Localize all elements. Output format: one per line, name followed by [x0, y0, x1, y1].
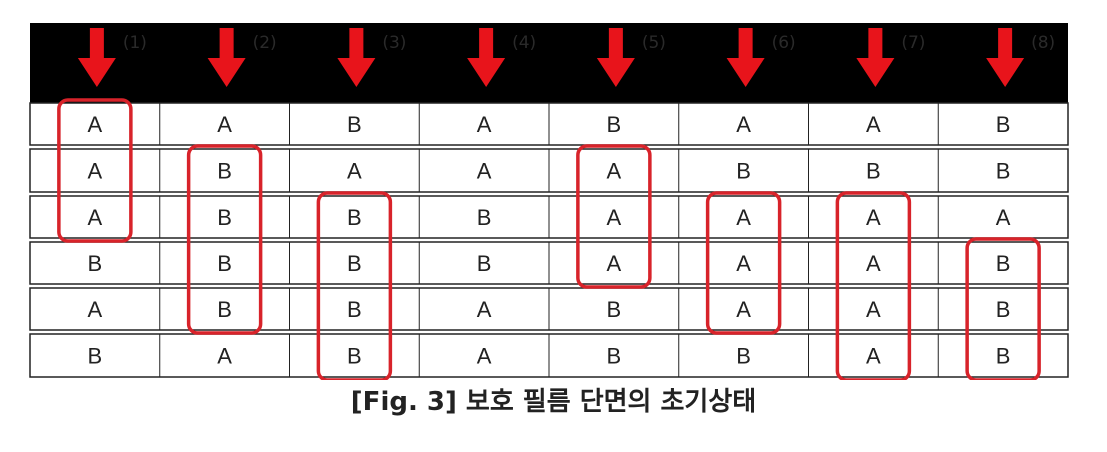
layer-cell-label: A — [607, 159, 622, 184]
down-arrow-icon — [207, 28, 246, 87]
layer-cell-label: B — [347, 205, 362, 230]
layer-cell-label: A — [866, 251, 881, 276]
layer-cell-label: A — [477, 297, 492, 322]
layer-cell-label: B — [88, 251, 103, 276]
layer-cell-label: A — [347, 159, 362, 184]
highlight-box — [186, 144, 263, 335]
column-number: (4) — [512, 33, 536, 53]
layer-cell-label: A — [88, 297, 103, 322]
layer-cell-label: A — [217, 344, 232, 369]
column-number: (3) — [382, 33, 406, 53]
film-cross-section-diagram: (1) (2) (3) (4) (5) (6) (7) (8) AAABABABBBBABAB… — [29, 23, 1069, 380]
down-arrow-icon — [986, 28, 1025, 87]
down-arrow-icon — [77, 28, 116, 87]
column-number: (2) — [253, 33, 277, 53]
column-number: (1) — [123, 33, 147, 53]
layer-cell-label: B — [347, 251, 362, 276]
layer-cell-label: A — [736, 205, 751, 230]
layer-cell-label: B — [217, 297, 232, 322]
header-band — [30, 23, 1068, 103]
layer-cell-label: B — [217, 159, 232, 184]
layer-cell-label: A — [736, 112, 751, 137]
layer-cell-label: A — [736, 297, 751, 322]
layer-cell-label: B — [996, 112, 1011, 137]
down-arrow-icon — [467, 28, 506, 87]
layer-cell-label: A — [866, 297, 881, 322]
layer-cell-label: A — [88, 112, 103, 137]
layer-cell-label: B — [866, 159, 881, 184]
layer-cell-label: A — [866, 344, 881, 369]
layer-cell-label: B — [996, 297, 1011, 322]
layer-cell-label: A — [996, 205, 1011, 230]
layer-cell-label: A — [217, 112, 232, 137]
layer-cell-label: B — [217, 205, 232, 230]
layer-cell-label: B — [88, 344, 103, 369]
layer-cell-label: A — [866, 112, 881, 137]
layer-cell-label: B — [996, 344, 1011, 369]
arrow-row — [77, 28, 1025, 87]
highlight-box — [57, 98, 133, 243]
layer-cell-label: A — [88, 205, 103, 230]
column-number: (7) — [901, 33, 925, 53]
highlight-box — [965, 237, 1041, 380]
figure-caption: [Fig. 3] 보호 필름 단면의 초기상태 — [350, 387, 757, 417]
layer-cell-label: B — [347, 112, 362, 137]
layer-cell-label: B — [736, 159, 751, 184]
layer-cell-label: A — [477, 112, 492, 137]
layer-cell-label: B — [996, 159, 1011, 184]
layer-cell-label: B — [996, 251, 1011, 276]
layer-cell-label: A — [477, 344, 492, 369]
layer-cell-label: B — [607, 344, 622, 369]
highlight-box — [316, 191, 393, 380]
column-number: (8) — [1031, 33, 1055, 53]
layer-cell-label: A — [88, 159, 103, 184]
layer-cell-label: A — [607, 205, 622, 230]
layer-cell-label: B — [477, 205, 492, 230]
layer-cell-label: A — [607, 251, 622, 276]
down-arrow-icon — [726, 28, 765, 87]
layer-cell-label: B — [347, 297, 362, 322]
layer-cell-label: A — [866, 205, 881, 230]
layer-cell-label: B — [477, 251, 492, 276]
down-arrow-icon — [337, 28, 376, 87]
layer-cell-label: B — [217, 251, 232, 276]
down-arrow-icon — [596, 28, 635, 87]
column-number-row: (1) (2) (3) (4) (5) (6) (7) (8) — [123, 33, 1055, 53]
layer-cell-label: B — [607, 112, 622, 137]
layer-cell-label: B — [347, 344, 362, 369]
highlight-box — [705, 191, 782, 335]
highlight-boxes — [57, 98, 1041, 380]
layer-cell-label: A — [736, 251, 751, 276]
column-number: (6) — [772, 33, 796, 53]
layer-table: AAABABABBBBABABBBBAABBAABAAABBABAAABABAA… — [29, 102, 1069, 378]
highlight-box — [835, 191, 912, 380]
layer-cell-label: A — [477, 159, 492, 184]
layer-cell-label: B — [736, 344, 751, 369]
column-number: (5) — [642, 33, 666, 53]
highlight-box — [576, 144, 652, 289]
down-arrow-icon — [856, 28, 895, 87]
layer-cell-label: B — [607, 297, 622, 322]
